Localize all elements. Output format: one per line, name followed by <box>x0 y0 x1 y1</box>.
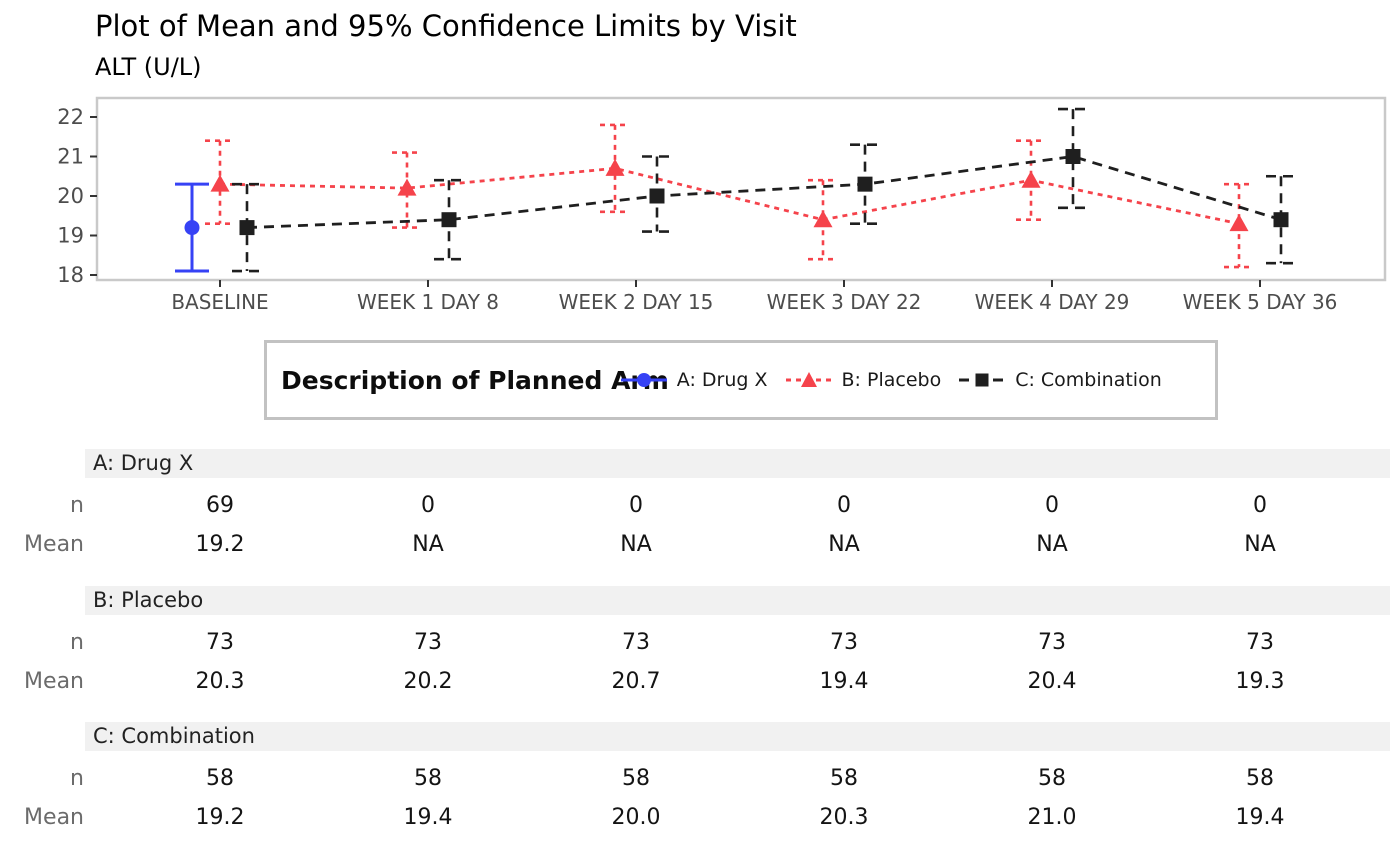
data-point-marker <box>605 158 625 176</box>
value-cell: 20.3 <box>195 669 245 694</box>
section-header-label: A: Drug X <box>93 451 194 475</box>
value-cell: 0 <box>1045 493 1059 518</box>
legend-label: A: Drug X <box>676 369 768 391</box>
row-label: Mean <box>24 532 84 557</box>
y-tick-label: 20 <box>57 184 84 208</box>
x-tick-label: WEEK 2 DAY 15 <box>559 290 714 314</box>
data-point-marker <box>1021 170 1041 188</box>
value-cell: 58 <box>1038 766 1066 791</box>
section-header-b-placebo: B: Placebo <box>85 586 1390 615</box>
x-tick-label: BASELINE <box>171 290 268 314</box>
x-tick-label: WEEK 3 DAY 22 <box>767 290 922 314</box>
legend-key-circle-icon <box>620 373 667 387</box>
value-cell: NA <box>412 532 444 557</box>
data-point-marker <box>239 220 255 236</box>
data-point-marker <box>184 220 200 236</box>
value-cell: 69 <box>206 493 234 518</box>
row-label: n <box>70 766 84 791</box>
value-cell: 58 <box>414 766 442 791</box>
row-label: Mean <box>24 805 84 830</box>
legend-label: B: Placebo <box>841 369 942 391</box>
data-point-marker <box>1273 212 1289 228</box>
legend-key-square-icon <box>959 373 1006 387</box>
section-header-label: B: Placebo <box>93 588 204 612</box>
table-row-n: n 73 73 73 73 73 73 <box>0 629 1400 657</box>
table-row-n: n 69 0 0 0 0 0 <box>0 492 1400 520</box>
plot-panel <box>95 96 1387 282</box>
legend-key-triangle-icon <box>785 372 832 387</box>
value-cell: NA <box>828 532 860 557</box>
value-cell: 20.3 <box>819 805 869 830</box>
legend-box: Description of Planned Arm A: Drug X B: P… <box>264 340 1218 420</box>
value-cell: 20.0 <box>611 805 661 830</box>
value-cell: 19.2 <box>195 805 245 830</box>
value-cell: NA <box>620 532 652 557</box>
value-cell: NA <box>1036 532 1068 557</box>
series-line <box>219 166 1240 226</box>
value-cell: 0 <box>1253 493 1267 518</box>
chart-title: Plot of Mean and 95% Confidence Limits b… <box>95 9 797 43</box>
x-tick-label: WEEK 1 DAY 8 <box>357 290 499 314</box>
value-cell: 0 <box>421 493 435 518</box>
x-tick-label: WEEK 5 DAY 36 <box>1183 290 1338 314</box>
row-label: n <box>70 630 84 655</box>
data-point-marker <box>441 212 457 228</box>
data-point-marker <box>1229 214 1249 232</box>
value-cell: 0 <box>629 493 643 518</box>
value-cell: 73 <box>1246 630 1274 655</box>
data-point-marker <box>397 178 417 196</box>
y-tick-label: 18 <box>57 263 84 287</box>
value-cell: NA <box>1244 532 1276 557</box>
section-header-a-drug-x: A: Drug X <box>85 449 1390 478</box>
series-c-combination <box>232 107 1296 273</box>
value-cell: 58 <box>830 766 858 791</box>
series-a-drug-x <box>175 182 209 273</box>
value-cell: 19.4 <box>403 805 453 830</box>
value-cell: 73 <box>830 630 858 655</box>
chart-subtitle: ALT (U/L) <box>95 53 202 81</box>
value-cell: 0 <box>837 493 851 518</box>
y-tick-label: 22 <box>57 105 84 129</box>
data-point-marker <box>857 176 873 192</box>
legend-keys: A: Drug X B: Placebo C: Combination <box>620 368 1180 392</box>
legend-label: C: Combination <box>1015 369 1162 391</box>
value-cell: 19.2 <box>195 532 245 557</box>
value-cell: 20.4 <box>1027 669 1077 694</box>
value-cell: 73 <box>1038 630 1066 655</box>
value-cell: 19.4 <box>819 669 869 694</box>
row-label: n <box>70 493 84 518</box>
table-row-n: n 58 58 58 58 58 58 <box>0 765 1400 793</box>
value-cell: 20.7 <box>611 669 661 694</box>
data-point-marker <box>649 188 665 204</box>
value-cell: 58 <box>1246 766 1274 791</box>
value-cell: 19.3 <box>1235 669 1285 694</box>
table-row-mean: Mean 19.2 NA NA NA NA NA <box>0 531 1400 559</box>
table-row-mean: Mean 20.3 20.2 20.7 19.4 20.4 19.3 <box>0 668 1400 696</box>
table-row-mean: Mean 19.2 19.4 20.0 20.3 21.0 19.4 <box>0 804 1400 832</box>
section-header-c-combination: C: Combination <box>85 722 1390 751</box>
data-point-marker <box>813 210 833 228</box>
line-chart: 18 19 20 21 22 BASELINE WEEK 1 DAY 8 WEEK 2 DAY… <box>57 96 1387 314</box>
value-cell: 73 <box>206 630 234 655</box>
x-tick-label: WEEK 4 DAY 29 <box>975 290 1130 314</box>
value-cell: 73 <box>414 630 442 655</box>
data-point-marker <box>1065 149 1081 164</box>
value-cell: 19.4 <box>1235 805 1285 830</box>
y-tick-label: 21 <box>57 145 84 169</box>
section-header-label: C: Combination <box>93 724 255 748</box>
row-label: Mean <box>24 669 84 694</box>
value-cell: 21.0 <box>1027 805 1077 830</box>
legend-title: Description of Planned Arm <box>281 365 669 395</box>
series-b-placebo <box>205 123 1254 269</box>
value-cell: 20.2 <box>403 669 453 694</box>
value-cell: 73 <box>622 630 650 655</box>
value-cell: 58 <box>622 766 650 791</box>
data-point-marker <box>210 174 230 192</box>
value-cell: 58 <box>206 766 234 791</box>
y-tick-label: 19 <box>57 224 84 248</box>
series-line <box>246 155 1282 229</box>
